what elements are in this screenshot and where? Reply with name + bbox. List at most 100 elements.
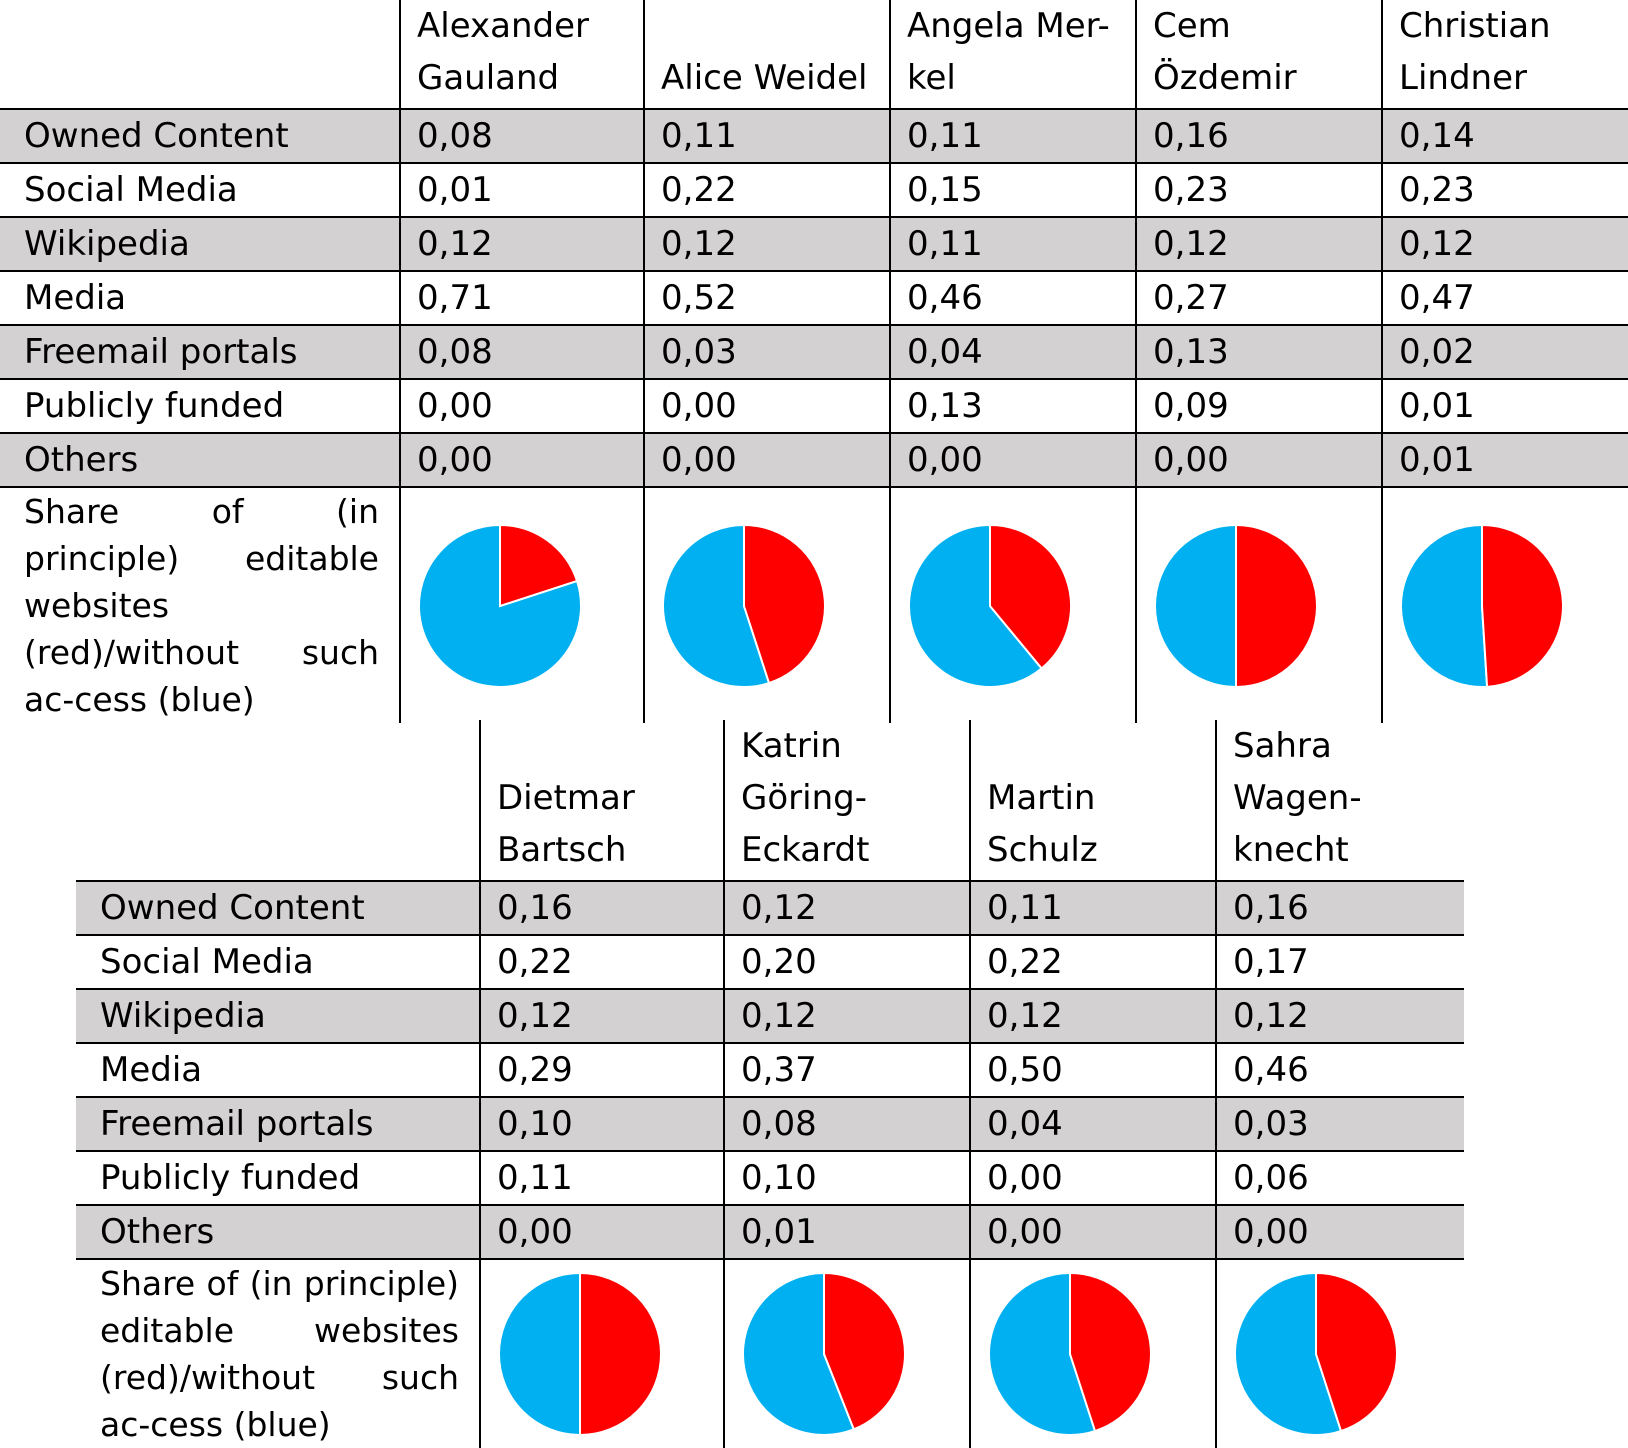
table-cell: 0,23 <box>1381 163 1628 218</box>
row-label: Wikipedia <box>76 989 480 1044</box>
table-cell: 0,03 <box>643 325 890 380</box>
table-cell: 0,27 <box>1135 271 1382 326</box>
table-row: Media 0,71 0,52 0,46 0,27 0,47 <box>0 271 1628 326</box>
row-label: Others <box>76 1205 480 1260</box>
table-row: Freemail portals 0,08 0,03 0,04 0,13 0,02 <box>0 325 1628 380</box>
pie-chart <box>498 1271 662 1437</box>
table-row: Others 0,00 0,00 0,00 0,00 0,01 <box>0 433 1628 488</box>
row-label: Publicly funded <box>0 379 400 434</box>
table-cell: 0,46 <box>1215 1043 1464 1098</box>
pie-slice-editable <box>1235 523 1318 688</box>
row-label: Media <box>76 1043 480 1098</box>
table-cell: 0,08 <box>399 109 644 164</box>
table-cell: 0,13 <box>889 379 1136 434</box>
pie-chart <box>662 523 826 688</box>
column-header-text: Alice Weidel <box>661 58 868 98</box>
table-cell: 0,29 <box>479 1043 724 1098</box>
row-label: Owned Content <box>76 881 480 936</box>
table-cell: 0,12 <box>399 217 644 272</box>
table-cell: 0,03 <box>1215 1097 1464 1152</box>
row-label: Freemail portals <box>0 325 400 380</box>
corner-cell <box>76 720 480 882</box>
table-cell: 0,16 <box>1215 881 1464 936</box>
table-cell: 0,10 <box>479 1097 724 1152</box>
pie-cell <box>969 1259 1216 1448</box>
table-cell: 0,02 <box>1381 325 1628 380</box>
row-label: Owned Content <box>0 109 400 164</box>
table-cell: 0,11 <box>969 881 1216 936</box>
pie-slice-editable <box>1481 523 1564 688</box>
column-header-text: Angela Mer-kel <box>907 6 1110 98</box>
pie-slice-editable <box>989 523 1072 670</box>
pie-slice-no-access <box>662 523 771 688</box>
pie-chart <box>418 523 582 688</box>
pie-slice-no-access <box>1154 523 1237 688</box>
table-cell: 0,47 <box>1381 271 1628 326</box>
column-header: Christian Lindner <box>1381 0 1628 110</box>
table-cell: 0,37 <box>723 1043 970 1098</box>
table-cell: 0,23 <box>1135 163 1382 218</box>
table-cell: 0,15 <box>889 163 1136 218</box>
table-cell: 0,00 <box>889 433 1136 488</box>
table-cell: 0,20 <box>723 935 970 990</box>
column-header-text: Alexander Gauland <box>417 6 590 98</box>
column-header-text: Sahra Wagen-knecht <box>1233 726 1362 870</box>
pie-chart <box>908 523 1072 688</box>
pie-chart <box>988 1271 1152 1436</box>
header-row: Alexander Gauland Alice Weidel Angela Me… <box>0 0 1628 110</box>
header-row: Dietmar Bartsch Katrin Göring-Eckardt Ma… <box>76 720 1464 882</box>
table-cell: 0,08 <box>723 1097 970 1152</box>
column-header: Angela Mer-kel <box>889 0 1136 110</box>
row-label: Others <box>0 433 400 488</box>
table-cell: 0,71 <box>399 271 644 326</box>
table-cell: 0,01 <box>1381 379 1628 434</box>
table-cell: 0,01 <box>723 1205 970 1260</box>
row-label: Publicly funded <box>76 1151 480 1206</box>
pie-chart <box>1154 523 1318 688</box>
table-cell: 0,12 <box>969 989 1216 1044</box>
column-header-text: Christian Lindner <box>1399 6 1551 98</box>
politicians-table-1: Alexander Gauland Alice Weidel Angela Me… <box>0 0 1628 723</box>
table-cell: 0,50 <box>969 1043 1216 1098</box>
table-cell: 0,52 <box>643 271 890 326</box>
table-cell: 0,11 <box>889 217 1136 272</box>
table-cell: 0,22 <box>479 935 724 990</box>
table-cell: 0,00 <box>1135 433 1382 488</box>
row-label: Social Media <box>76 935 480 990</box>
pie-cell <box>889 487 1136 723</box>
table-cell: 0,00 <box>643 433 890 488</box>
pie-row-label: Share of (in principle) editable website… <box>24 492 379 719</box>
table-row: Media 0,29 0,37 0,50 0,46 <box>76 1043 1464 1098</box>
table-cell: 0,12 <box>1215 989 1464 1044</box>
column-header: Martin Schulz <box>969 720 1216 882</box>
table-cell: 0,06 <box>1215 1151 1464 1206</box>
table-cell: 0,17 <box>1215 935 1464 990</box>
table-row: Wikipedia 0,12 0,12 0,12 0,12 <box>76 989 1464 1044</box>
table-cell: 0,22 <box>643 163 890 218</box>
corner-cell <box>0 0 400 110</box>
table-cell: 0,00 <box>969 1205 1216 1260</box>
pie-slice-editable <box>1069 1271 1152 1433</box>
table-cell: 0,13 <box>1135 325 1382 380</box>
pie-cell <box>1135 487 1382 723</box>
table-row: Wikipedia 0,12 0,12 0,11 0,12 0,12 <box>0 217 1628 272</box>
column-header: Katrin Göring-Eckardt <box>723 720 970 882</box>
table-row: Publicly funded 0,11 0,10 0,00 0,06 <box>76 1151 1464 1206</box>
table-cell: 0,14 <box>1381 109 1628 164</box>
table-row: Others 0,00 0,01 0,00 0,00 <box>76 1205 1464 1260</box>
pie-slice-editable <box>823 1271 906 1431</box>
table-row: Owned Content 0,08 0,11 0,11 0,16 0,14 <box>0 109 1628 164</box>
table-row: Publicly funded 0,00 0,00 0,13 0,09 0,01 <box>0 379 1628 434</box>
table-cell: 0,12 <box>1381 217 1628 272</box>
pie-slice-no-access <box>498 1271 581 1437</box>
table-cell: 0,00 <box>969 1151 1216 1206</box>
pie-row: Share of (in principle) editable website… <box>0 487 1628 723</box>
table-cell: 0,04 <box>889 325 1136 380</box>
table-cell: 0,00 <box>643 379 890 434</box>
pie-slice-editable <box>579 1271 662 1437</box>
table-cell: 0,01 <box>1381 433 1628 488</box>
pie-chart <box>742 1271 906 1436</box>
column-header: Alice Weidel <box>643 0 890 110</box>
column-header: Alexander Gauland <box>399 0 644 110</box>
table-cell: 0,10 <box>723 1151 970 1206</box>
